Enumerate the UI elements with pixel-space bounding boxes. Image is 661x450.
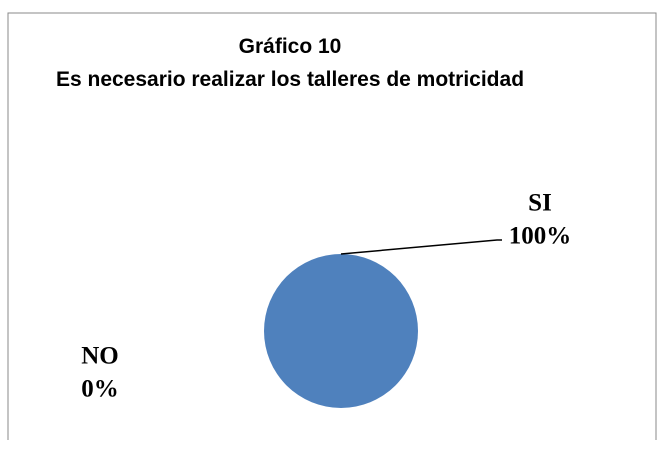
- data-label: 100%: [509, 223, 572, 250]
- chart-subtitle: Es necesario realizar los talleres de mo…: [55, 68, 525, 91]
- category-label: SI: [528, 190, 552, 217]
- pie-slice: [264, 254, 418, 408]
- chart-frame: [7, 12, 657, 440]
- chart-title: Gráfico 10: [238, 35, 342, 58]
- category-label: NO: [81, 343, 119, 370]
- data-label: 0%: [81, 376, 119, 403]
- leader-line: [340, 239, 502, 255]
